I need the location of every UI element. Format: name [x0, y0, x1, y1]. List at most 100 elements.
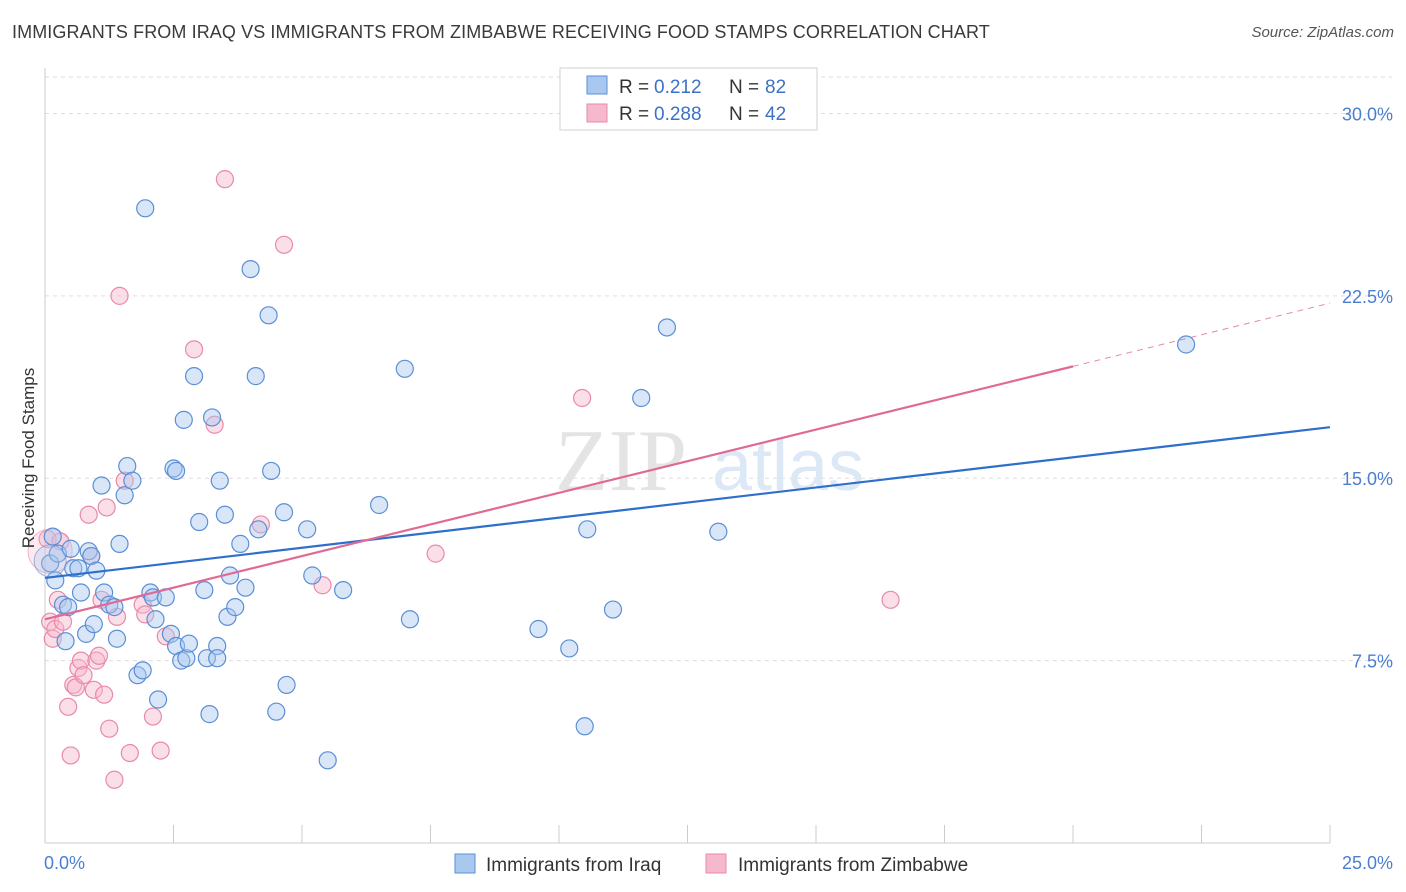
- iraq-point: [136, 199, 155, 218]
- watermark-atlas: atlas: [712, 426, 864, 506]
- iraq-point: [197, 649, 217, 668]
- iraq-point: [657, 318, 677, 337]
- iraq-point: [195, 580, 214, 600]
- legend-iraq-r-label: R =: [619, 77, 649, 98]
- zimbabwe-point: [881, 590, 900, 609]
- iraq-point: [231, 534, 250, 553]
- zimbabwe-point: [274, 235, 294, 254]
- zimbabwe-point: [89, 646, 109, 665]
- bottom-legend-iraq-swatch: [454, 853, 476, 874]
- y-tick-label: 22.5%: [1342, 287, 1393, 307]
- legend-zimbabwe-r-label: R =: [619, 104, 649, 125]
- iraq-point: [164, 459, 183, 478]
- zimbabwe-point: [151, 741, 170, 760]
- zimbabwe-point: [100, 719, 119, 738]
- iraq-point: [241, 260, 260, 279]
- iraq-point: [174, 410, 193, 429]
- iraq-point: [77, 624, 96, 643]
- iraq-point: [184, 367, 204, 386]
- iraq-point: [56, 632, 75, 651]
- legend-zimbabwe-swatch: [586, 103, 608, 123]
- iraq-point: [79, 542, 98, 561]
- iraq-point: [110, 534, 129, 553]
- series-iraq-points: [33, 199, 1196, 770]
- y-tick-label: 7.5%: [1352, 652, 1393, 672]
- y-axis-title: Receiving Food Stamps: [19, 368, 38, 548]
- zimbabwe-point: [84, 680, 103, 699]
- iraq-point: [41, 554, 60, 573]
- iraq-point: [259, 306, 278, 325]
- iraq-point: [267, 702, 286, 721]
- zimbabwe-point: [46, 619, 65, 639]
- legend-iraq-r-value: 0.212: [654, 77, 702, 98]
- legend-zimbabwe-n-value: 42: [765, 104, 786, 125]
- iraq-point: [262, 461, 281, 481]
- correlation-legend: R = 0.212 N = 82 R = 0.288 N = 42: [559, 67, 818, 131]
- zimbabwe-point: [143, 707, 163, 726]
- zimbabwe-point: [426, 544, 445, 563]
- iraq-point: [179, 634, 199, 653]
- series-zimbabwe-points: [27, 170, 900, 789]
- iraq-point-cluster: [33, 544, 67, 578]
- iraq-point: [632, 388, 651, 408]
- zimbabwe-point: [115, 471, 134, 490]
- iraq-point: [560, 639, 579, 658]
- zimbabwe-point: [79, 505, 98, 524]
- zimbabwe-point: [71, 651, 91, 670]
- x-tick-label: 0.0%: [44, 853, 85, 873]
- iraq-point: [84, 615, 103, 634]
- iraq-point: [370, 495, 389, 515]
- iraq-point: [236, 578, 255, 597]
- zimbabwe-trend-line: [44, 365, 1074, 621]
- iraq-point: [709, 522, 728, 541]
- iraq-point: [92, 476, 111, 495]
- iraq-point: [218, 607, 237, 626]
- iraq-point: [298, 520, 317, 539]
- iraq-point: [575, 717, 594, 736]
- iraq-point: [177, 649, 196, 668]
- watermark-zip: ZIP: [555, 413, 687, 510]
- zimbabwe-point: [95, 685, 114, 704]
- grid-lines: [45, 76, 1392, 662]
- bottom-legend-zimbabwe-swatch: [705, 853, 727, 874]
- zimbabwe-point: [136, 605, 155, 624]
- zimbabwe-point: [87, 651, 106, 670]
- iraq-point: [1176, 335, 1196, 354]
- iraq-point: [71, 583, 91, 602]
- iraq-point: [334, 580, 353, 600]
- iraq-point: [208, 649, 227, 668]
- legend-zimbabwe-r-value: 0.288: [654, 104, 702, 125]
- iraq-point: [59, 598, 78, 617]
- iraq-point: [133, 661, 152, 680]
- zimbabwe-point: [120, 743, 139, 763]
- zimbabwe-point: [251, 515, 270, 534]
- legend-iraq-swatch: [586, 75, 608, 95]
- zimbabwe-point: [105, 770, 124, 789]
- tick-labels: 7.5% 15.0% 22.5% 30.0% 0.0% 25.0%: [44, 104, 1393, 873]
- iraq-point: [115, 486, 134, 505]
- zimbabwe-trend-extension: [1072, 302, 1331, 367]
- legend-iraq-n-value: 82: [765, 77, 786, 98]
- zimbabwe-point: [48, 590, 67, 609]
- iraq-point: [603, 600, 623, 619]
- iraq-point: [246, 367, 265, 386]
- source-label: Source: ZipAtlas.com: [1251, 24, 1394, 41]
- iraq-point: [395, 359, 414, 378]
- series-legend: Immigrants from Iraq Immigrants from Zim…: [454, 853, 968, 876]
- y-tick-label: 15.0%: [1342, 469, 1393, 489]
- legend-iraq-n-label: N =: [729, 77, 759, 98]
- iraq-trend-line: [44, 426, 1331, 580]
- axes: [44, 68, 1331, 844]
- bottom-legend-zimbabwe-label: Immigrants from Zimbabwe: [738, 855, 968, 876]
- iraq-point: [148, 690, 168, 709]
- zimbabwe-point: [74, 666, 93, 685]
- iraq-point: [318, 751, 337, 770]
- zimbabwe-point: [61, 746, 80, 765]
- iraq-point: [226, 598, 245, 617]
- zimbabwe-point: [110, 286, 129, 305]
- iraq-point: [277, 675, 296, 695]
- iraq-point: [249, 520, 268, 539]
- x-tick-label: 25.0%: [1342, 853, 1393, 873]
- legend-zimbabwe-n-label: N =: [729, 104, 759, 125]
